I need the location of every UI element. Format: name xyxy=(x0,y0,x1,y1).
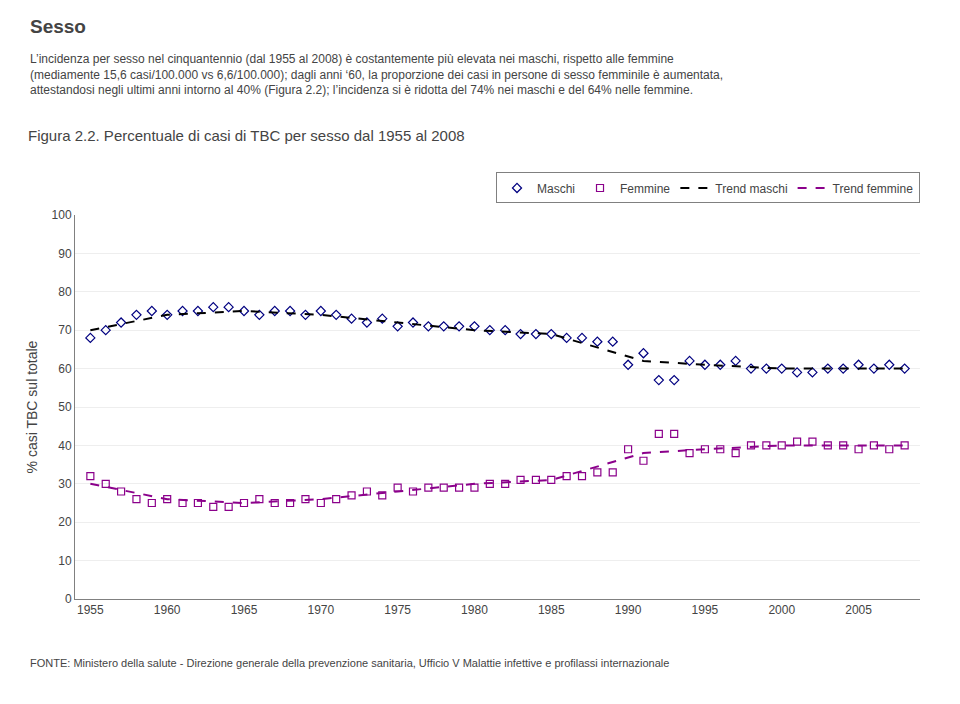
svg-text:Figura 2.2. Percentuale di cas: Figura 2.2. Percentuale di casi di TBC p… xyxy=(28,127,465,144)
svg-text:Trend femmine: Trend femmine xyxy=(833,182,914,196)
svg-text:60: 60 xyxy=(58,362,72,376)
svg-text:0: 0 xyxy=(65,592,72,606)
svg-text:1995: 1995 xyxy=(692,603,719,617)
svg-text:1980: 1980 xyxy=(461,603,488,617)
svg-text:Maschi: Maschi xyxy=(537,182,575,196)
svg-text:Femmine: Femmine xyxy=(620,182,670,196)
svg-text:FONTE: Ministero della salute: FONTE: Ministero della salute - Direzion… xyxy=(30,657,669,669)
svg-text:1960: 1960 xyxy=(154,603,181,617)
svg-text:2000: 2000 xyxy=(768,603,795,617)
svg-text:80: 80 xyxy=(58,285,72,299)
svg-text:Trend maschi: Trend maschi xyxy=(715,182,787,196)
svg-text:1975: 1975 xyxy=(384,603,411,617)
svg-text:100: 100 xyxy=(52,208,72,222)
svg-text:1990: 1990 xyxy=(615,603,642,617)
svg-text:70: 70 xyxy=(58,323,72,337)
svg-text:50: 50 xyxy=(58,400,72,414)
svg-text:1970: 1970 xyxy=(307,603,334,617)
svg-text:2005: 2005 xyxy=(845,603,872,617)
svg-text:10: 10 xyxy=(58,554,72,568)
svg-text:1955: 1955 xyxy=(77,603,104,617)
svg-text:1985: 1985 xyxy=(538,603,565,617)
svg-text:Sesso: Sesso xyxy=(30,16,86,37)
svg-text:1965: 1965 xyxy=(231,603,258,617)
svg-text:% casi TBC sul totale: % casi TBC sul totale xyxy=(24,340,40,473)
svg-text:L’incidenza per sesso nel cinq: L’incidenza per sesso nel cinquantennio … xyxy=(30,52,723,97)
svg-text:30: 30 xyxy=(58,477,72,491)
svg-text:90: 90 xyxy=(58,247,72,261)
svg-text:40: 40 xyxy=(58,439,72,453)
svg-text:20: 20 xyxy=(58,515,72,529)
